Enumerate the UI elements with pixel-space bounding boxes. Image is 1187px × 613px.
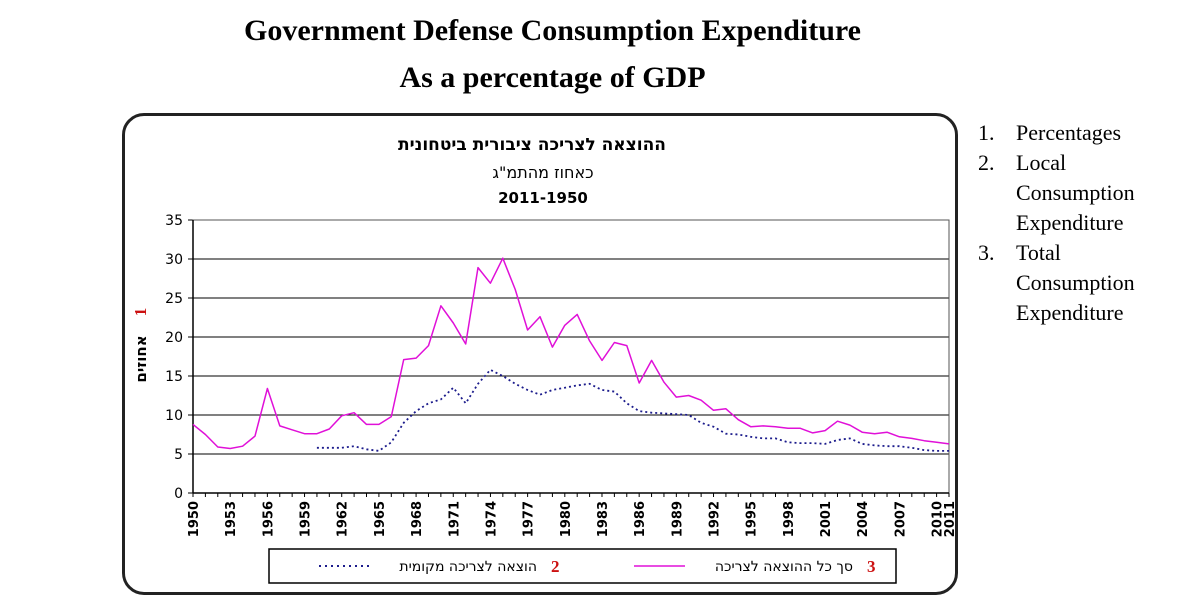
line-chart: ההוצאה לצריכה ציבורית ביטחונית כאחוז מהת… [131,135,958,584]
x-tick-label: 1956 [261,501,276,537]
grid-lines [193,219,949,455]
x-tick-label: 1959 [299,501,314,537]
y-axis-label-marker: 1 [131,308,150,317]
legend: הוצאה לצריכה מקומית 2 סך כל ההוצאה לצריכ… [268,548,897,584]
x-tick-label: 1986 [633,501,648,537]
x-tick-label: 1965 [373,501,388,537]
y-axis-label: אחוזים [132,335,150,382]
slide-subtitle: As a percentage of GDP [399,61,706,94]
x-tick-label: 2001 [819,501,834,537]
note-item: 2. Local Consumption Expenditure [978,150,1135,235]
x-tick-label: 2004 [856,501,871,537]
x-tick-label: 1992 [708,501,723,537]
x-tick-label: 1971 [447,501,462,537]
y-tick-label: 35 [165,213,183,229]
y-tick-label: 5 [174,447,183,463]
legend-box [268,548,897,584]
x-tick-label: 1953 [224,501,239,537]
note-item: 3. Total Consumption Expenditure [978,240,1135,325]
x-tick-label: 1950 [187,501,202,537]
x-tick-label: 2007 [893,501,908,537]
y-tick-label: 30 [165,252,183,268]
x-tick-label: 1968 [410,501,425,537]
chart-title: ההוצאה לצריכה ציבורית ביטחונית [398,135,666,155]
axes: 0 5 10 15 20 25 30 35 1950 1953 1956 1959 1962 1965 19… [165,213,958,537]
x-tick-label: 1977 [522,501,537,537]
legend-marker-local: 2 [551,557,560,576]
x-tick-label: 1983 [596,501,611,537]
x-tick-label: 1962 [336,501,351,537]
x-tick-label: 1974 [484,501,499,537]
slide-title: Government Defense Consumption Expenditu… [244,14,861,47]
x-tick-label: 2010 [931,501,946,537]
chart-subtitle: כאחוז מהתמ"ג [492,163,593,182]
y-tick-label: 0 [174,486,183,502]
series-line-local-consumption [316,368,949,452]
legend-label-local: הוצאה לצריכה מקומית [399,559,537,575]
x-tick-label: 2011 [943,501,958,537]
chart-frame [122,113,958,595]
x-tick-label: 1989 [670,501,685,537]
y-tick-label: 10 [165,408,183,424]
x-tick-label: 1995 [745,501,760,537]
legend-notes: 1. Percentages 2. Local Consumption Expend… [978,118,1183,328]
y-tick-label: 20 [165,330,183,346]
legend-label-total: סך כל ההוצאה לצריכה [715,559,853,575]
y-tick-label: 25 [165,291,183,307]
plot-area [192,219,950,494]
chart-years-subtitle: 2011-1950 [498,189,588,207]
series-lines [192,257,950,452]
note-item: 1. Percentages [978,120,1122,145]
x-tick-label: 1998 [782,501,797,537]
x-tick-label: 1980 [559,501,574,537]
y-tick-label: 15 [165,369,183,385]
legend-marker-total: 3 [867,557,876,576]
series-line-total-consumption [192,257,950,450]
